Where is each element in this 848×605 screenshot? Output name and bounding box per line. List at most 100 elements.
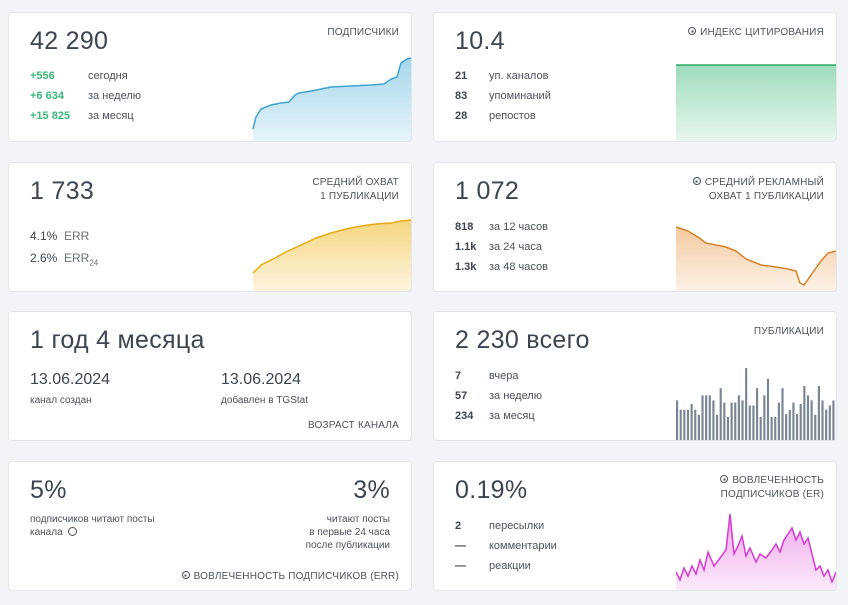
stat-row: 57 за неделю (455, 390, 543, 402)
publication-bar (741, 400, 744, 440)
publication-bar (806, 395, 810, 440)
publication-bar (734, 402, 737, 440)
publications-value: 2 230 всего (455, 326, 590, 354)
err-caption: ВОВЛЕЧЕННОСТЬ ПОДПИСЧИКОВ (ERR) (181, 570, 399, 584)
publication-bar (828, 405, 831, 440)
err-row: 4.1% ERR (30, 229, 90, 243)
engagement-err-card[interactable]: 5% подписчиков читают посты канала 3% чи… (8, 461, 412, 591)
subscribers-card[interactable]: 42 290 ПОДПИСЧИКИ +556 сегодня +6 634 за н… (8, 12, 412, 142)
err-right-text: читают посты в первые 24 часа после публ… (305, 514, 390, 551)
publication-bar (785, 414, 788, 440)
subscribers-caption: ПОДПИСЧИКИ (327, 27, 399, 38)
channel-age-card[interactable]: 1 год 4 месяца 13.06.2024 канал создан 1… (8, 311, 412, 441)
publication-bar (676, 400, 679, 440)
publication-bar (792, 402, 795, 440)
err-left-value: 5% (30, 476, 67, 504)
question-icon[interactable] (68, 527, 78, 536)
er-value: 0.19% (455, 476, 528, 504)
publication-bar (748, 405, 751, 440)
publication-bar (705, 395, 708, 440)
stat-row: +556 сегодня (30, 70, 128, 82)
stat-row: 2 пересылки (455, 520, 545, 532)
err-left-text: подписчиков читают посты канала (30, 514, 155, 538)
publication-bar (686, 409, 690, 440)
stat-row: 21 уп. каналов (455, 70, 549, 82)
err-right-value: 3% (353, 476, 390, 504)
publication-bar (697, 414, 700, 440)
publication-bar (770, 416, 773, 440)
citation-caption: ИНДЕКС ЦИТИРОВАНИЯ (688, 26, 824, 40)
publication-bar (821, 400, 824, 440)
ad-reach-caption: СРЕДНИЙ РЕКЛАМНЫЙ ОХВАТ 1 ПУБЛИКАЦИИ (692, 176, 824, 204)
stat-row: 28 репостов (455, 110, 536, 122)
stat-row: 1.3k за 48 часов (455, 261, 548, 273)
stat-row: 7 вчера (455, 370, 519, 382)
age-caption: ВОЗРАСТ КАНАЛА (307, 420, 399, 431)
publication-bar (745, 368, 748, 440)
publication-bar (803, 386, 806, 440)
stat-row: 818 за 12 часов (455, 221, 548, 233)
publication-bar (763, 395, 766, 440)
publication-bar (719, 388, 722, 440)
info-icon[interactable] (692, 177, 701, 185)
publication-bar (796, 414, 799, 440)
created-date: 13.06.2024 (30, 371, 111, 388)
publications-bar-chart (676, 368, 835, 440)
avg-reach-value: 1 733 (30, 177, 95, 205)
citation-value: 10.4 (455, 27, 505, 55)
stat-row: — реакции (455, 560, 531, 572)
publication-bar (814, 414, 817, 440)
publication-bar (730, 402, 733, 440)
publication-bar (781, 388, 784, 440)
publication-bar (810, 400, 813, 440)
err24-row: 2.6% ERR24 (30, 251, 99, 268)
publication-bar (825, 409, 828, 440)
publication-bar (756, 388, 759, 440)
publication-bar (766, 378, 770, 440)
publication-bar (716, 414, 719, 440)
publication-bar (774, 416, 777, 440)
avg-reach-sparkline (252, 219, 411, 291)
publication-bar (723, 402, 726, 440)
publication-bar (777, 402, 780, 440)
publications-caption: ПУБЛИКАЦИИ (753, 326, 824, 337)
publication-bar (708, 395, 711, 440)
publication-bar (694, 409, 697, 440)
stat-row: +6 634 за неделю (30, 90, 142, 102)
publication-bar (683, 409, 686, 440)
publication-bar (832, 400, 835, 440)
added-label: добавлен в TGStat (221, 395, 309, 406)
publication-bar (726, 416, 730, 440)
publication-bar (788, 409, 791, 440)
stat-row: — комментарии (455, 540, 557, 552)
er-caption: ВОВЛЕЧЕННОСТЬ ПОДПИСЧИКОВ (ER) (720, 475, 824, 500)
info-icon[interactable] (720, 475, 729, 483)
publication-bar (712, 400, 715, 440)
publications-card[interactable]: 2 230 всего ПУБЛИКАЦИИ 7 вчера 57 за недел… (433, 311, 837, 441)
age-value: 1 год 4 месяца (30, 326, 205, 354)
publication-bar (679, 409, 682, 440)
publication-bar (752, 405, 755, 440)
publication-bar (799, 404, 802, 440)
publication-bar (817, 386, 820, 440)
added-date: 13.06.2024 (221, 371, 302, 388)
stat-row: 234 за месяц (455, 410, 535, 422)
ad-reach-card[interactable]: 1 072 СРЕДНИЙ РЕКЛАМНЫЙ ОХВАТ 1 ПУБЛИКАЦИ… (433, 162, 837, 292)
avg-reach-card[interactable]: 1 733 СРЕДНИЙ ОХВАТ 1 ПУБЛИКАЦИИ 4.1% ERR … (8, 162, 412, 292)
info-icon[interactable] (688, 27, 697, 35)
info-icon[interactable] (181, 571, 190, 579)
stat-row: 83 упоминаний (455, 90, 551, 102)
ad-reach-value: 1 072 (455, 177, 520, 205)
subscribers-value: 42 290 (30, 27, 109, 55)
subscribers-sparkline (252, 57, 411, 141)
publication-bar (690, 404, 693, 440)
publication-bar (737, 395, 740, 440)
engagement-er-card[interactable]: 0.19% ВОВЛЕЧЕННОСТЬ ПОДПИСЧИКОВ (ER) 2 пер… (433, 461, 837, 591)
citation-card[interactable]: 10.4 ИНДЕКС ЦИТИРОВАНИЯ 21 уп. каналов 83… (433, 12, 837, 142)
created-label: канал создан (30, 395, 92, 406)
citation-area-chart (676, 64, 836, 141)
publication-bar (759, 416, 762, 440)
publication-bar (701, 395, 704, 440)
stat-row: +15 825 за месяц (30, 110, 134, 122)
avg-reach-caption: СРЕДНИЙ ОХВАТ 1 ПУБЛИКАЦИИ (312, 177, 399, 202)
